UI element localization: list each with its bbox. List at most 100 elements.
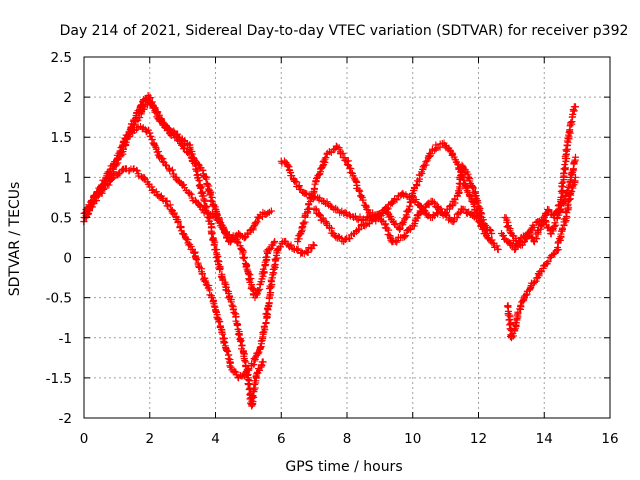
marker-trail bbox=[508, 327, 519, 341]
marker-trail bbox=[216, 318, 229, 347]
marker-trail bbox=[361, 215, 376, 230]
marker-trail bbox=[212, 246, 226, 281]
marker-trail bbox=[167, 130, 182, 144]
marker-trail bbox=[209, 201, 221, 219]
marker-trail bbox=[304, 174, 320, 213]
series-track-a bbox=[80, 165, 318, 382]
marker-trail bbox=[187, 150, 202, 168]
marker-trail bbox=[479, 221, 495, 235]
marker-trail bbox=[468, 212, 485, 230]
y-axis-ticks: -2 -1.5 -1 -0.5 0 0.5 1 1.5 2 2.5 bbox=[46, 50, 610, 427]
marker-trail bbox=[459, 205, 474, 218]
marker-trail bbox=[215, 215, 229, 236]
marker-trail bbox=[431, 140, 444, 154]
marker-trail bbox=[253, 358, 266, 377]
marker-trail bbox=[229, 367, 242, 381]
marker-trail bbox=[198, 189, 212, 221]
marker-trail bbox=[462, 183, 476, 204]
marker-trail bbox=[522, 227, 534, 243]
marker-trail bbox=[440, 139, 455, 156]
marker-trail bbox=[239, 247, 252, 276]
marker-trail bbox=[379, 217, 396, 246]
marker-trail bbox=[202, 173, 216, 204]
y-tick-label: 1 bbox=[63, 170, 72, 186]
marker-trail bbox=[351, 212, 366, 225]
marker-trail bbox=[166, 166, 180, 182]
marker-trail bbox=[419, 197, 435, 213]
marker-trail bbox=[516, 239, 527, 249]
y-tick-label: -1 bbox=[59, 331, 72, 347]
marker-trail bbox=[160, 158, 173, 172]
marker-trail bbox=[146, 129, 160, 151]
y-tick-label: -1.5 bbox=[46, 371, 72, 387]
marker-trail bbox=[248, 372, 260, 409]
marker-trail bbox=[314, 150, 331, 180]
marker-trail bbox=[249, 213, 262, 234]
x-tick-label: 16 bbox=[601, 431, 618, 447]
series-track-j bbox=[501, 153, 579, 250]
marker-trail bbox=[343, 157, 361, 186]
series-track-g bbox=[310, 197, 496, 246]
marker-trail bbox=[121, 123, 136, 146]
grid-lines bbox=[84, 57, 610, 418]
marker-trail bbox=[410, 207, 426, 230]
marker-trail bbox=[198, 270, 215, 302]
marker-trail bbox=[222, 344, 235, 371]
marker-trail bbox=[293, 245, 306, 257]
marker-trail bbox=[557, 141, 572, 204]
marker-trail bbox=[364, 206, 379, 221]
marker-trail bbox=[560, 179, 575, 204]
y-axis-label: SDTVAR / TECUs bbox=[7, 182, 23, 297]
marker-trail bbox=[396, 215, 409, 233]
marker-trail bbox=[294, 208, 312, 243]
marker-trail bbox=[190, 248, 206, 276]
x-tick-label: 8 bbox=[343, 431, 352, 447]
series-track-b bbox=[80, 122, 279, 302]
series-track-c bbox=[80, 92, 267, 410]
marker-trail bbox=[140, 99, 153, 113]
marker-trail bbox=[563, 113, 577, 150]
marker-trail bbox=[569, 103, 578, 118]
x-axis-ticks: 0 2 4 6 8 10 12 14 16 bbox=[80, 57, 619, 447]
marker-trail bbox=[255, 208, 267, 222]
marker-trail bbox=[157, 115, 173, 135]
marker-trail bbox=[353, 184, 370, 211]
marker-trail bbox=[555, 198, 568, 219]
series-track-h bbox=[503, 173, 579, 342]
marker-trail bbox=[237, 345, 252, 379]
marker-trail bbox=[534, 262, 548, 280]
marker-trail bbox=[528, 218, 540, 232]
x-tick-label: 6 bbox=[277, 431, 286, 447]
marker-trail bbox=[291, 177, 307, 196]
marker-trail bbox=[284, 162, 298, 184]
x-tick-label: 2 bbox=[145, 431, 154, 447]
x-tick-label: 4 bbox=[211, 431, 220, 447]
marker-trail bbox=[502, 214, 514, 237]
marker-trail bbox=[93, 168, 113, 196]
marker-trail bbox=[177, 139, 192, 157]
x-tick-label: 0 bbox=[80, 431, 89, 447]
marker-trail bbox=[430, 198, 446, 217]
marker-trail bbox=[321, 198, 336, 211]
marker-trail bbox=[409, 166, 427, 195]
x-tick-label: 10 bbox=[404, 431, 421, 447]
marker-trail bbox=[560, 190, 575, 226]
marker-trail bbox=[262, 208, 273, 218]
marker-trail bbox=[527, 274, 540, 288]
marker-trail bbox=[520, 283, 535, 300]
marker-trail bbox=[81, 191, 100, 217]
chart-title: Day 214 of 2021, Sidereal Day-to-day VTE… bbox=[60, 23, 629, 39]
marker-trail bbox=[179, 230, 195, 253]
marker-trail bbox=[209, 296, 223, 324]
marker-trail bbox=[485, 235, 502, 253]
marker-trail bbox=[439, 210, 455, 224]
marker-trail bbox=[141, 125, 152, 136]
y-tick-label: 1.5 bbox=[51, 130, 72, 146]
marker-trail bbox=[153, 148, 167, 163]
marker-trail bbox=[265, 239, 278, 253]
marker-trail bbox=[383, 208, 395, 224]
marker-trail bbox=[325, 142, 340, 156]
marker-trail bbox=[140, 174, 153, 189]
marker-trail bbox=[391, 233, 405, 246]
